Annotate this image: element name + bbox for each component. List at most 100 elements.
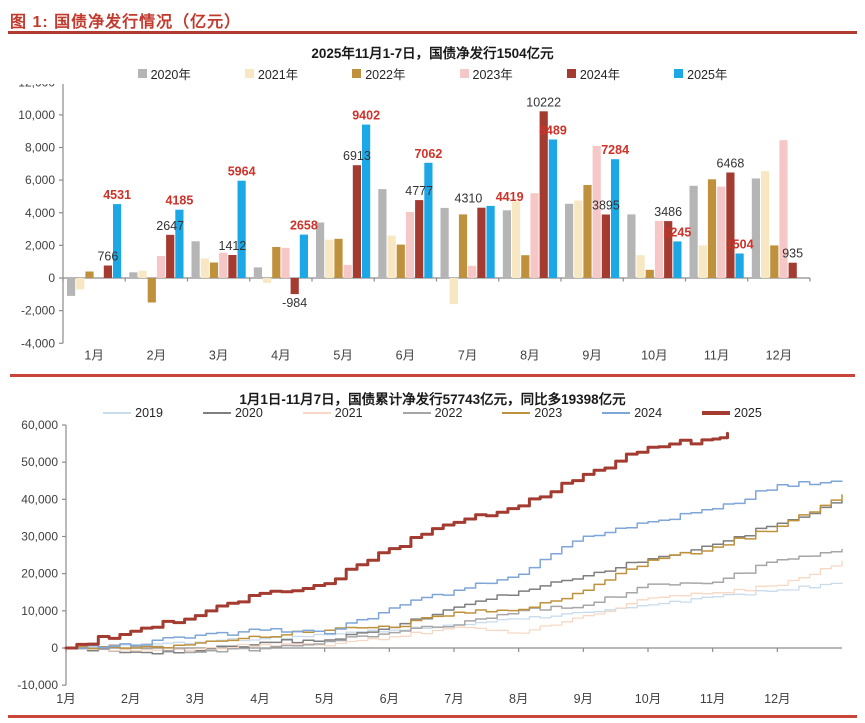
value-label-2025年-1月: 4531 <box>103 188 131 202</box>
bar-2020年-7月 <box>440 207 449 278</box>
legend-item-2024年: 2024年 <box>566 64 621 83</box>
x-month-label: 6月 <box>380 692 399 706</box>
x-month-label: 7月 <box>458 348 477 362</box>
legend-swatch-2025年 <box>674 69 684 78</box>
line-2025 <box>64 431 729 650</box>
legend-swatch-2020 <box>202 411 231 415</box>
legend-item-2020: 2020 <box>202 406 263 420</box>
legend-item-2025年: 2025年 <box>674 64 727 83</box>
x-month-label: 11月 <box>704 348 729 362</box>
bar-2021年-3月 <box>200 258 209 278</box>
legend-label: 2024年 <box>579 68 621 82</box>
y-tick-label: 4,000 <box>25 206 55 220</box>
y-tick-label: 2,000 <box>25 238 55 252</box>
value-label-2024年-6月: 4777 <box>405 184 433 198</box>
legend-item-2021: 2021 <box>302 406 363 420</box>
bar-2023年-9月 <box>592 145 601 278</box>
x-month-label: 9月 <box>574 692 593 706</box>
legend-label: 2022 <box>434 406 463 420</box>
bar-2021年-5月 <box>325 239 334 278</box>
value-label-2024年-2月: 2647 <box>156 219 184 233</box>
legend-label: 2019 <box>135 406 163 420</box>
y-tick-label: -2,000 <box>21 304 55 318</box>
bar-2023年-6月 <box>405 211 415 278</box>
value-label-2024年-3月: 1412 <box>219 239 247 253</box>
line-2022 <box>65 548 843 654</box>
bar-2024年-10月 <box>664 221 673 278</box>
bar-2024年-1月 <box>103 265 112 278</box>
bar-2025年-2月 <box>175 209 184 278</box>
value-label-2024年-7月: 4310 <box>455 192 483 206</box>
legend-label: 2024 <box>634 406 663 420</box>
section-divider <box>10 374 855 377</box>
line-chart-legend: 2019 2020 2021 2022 2023 2024 2025 <box>0 406 865 420</box>
x-month-label: 1月 <box>84 348 103 362</box>
line-2023 <box>65 494 843 650</box>
bar-2022年-4月 <box>272 247 281 278</box>
bar-2025年-6月 <box>424 162 433 278</box>
bar-2020年-8月 <box>502 210 511 278</box>
bar-2025年-3月 <box>237 180 246 278</box>
legend-item-2022年: 2022年 <box>352 64 406 83</box>
bar-2023年-8月 <box>530 193 539 278</box>
legend-item-2020年: 2020年 <box>137 64 191 83</box>
y-tick-label: 50,000 <box>21 455 58 469</box>
legend-item-2019: 2019 <box>103 406 163 420</box>
value-label-2025年-10月: 2245 <box>663 225 691 239</box>
legend-label: 2021年 <box>257 68 299 82</box>
figure-title: 图 1: 国债净发行情况（亿元） <box>10 14 242 31</box>
bar-2021年-11月 <box>698 245 707 278</box>
bar-2021年-1月 <box>76 278 85 290</box>
value-label-2024年-11月: 6468 <box>717 156 745 170</box>
bar-2020年-1月 <box>67 278 76 296</box>
x-month-label: 11月 <box>700 692 725 706</box>
x-month-label: 12月 <box>764 692 790 706</box>
bar-2023年-5月 <box>343 264 352 278</box>
y-tick-label: 0 <box>51 641 58 655</box>
legend-label: 2023 <box>534 406 563 420</box>
bar-2020年-2月 <box>129 272 138 278</box>
legend-label: 2022年 <box>365 68 406 82</box>
y-tick-label: 60,000 <box>21 420 58 432</box>
legend-swatch-2023年 <box>459 69 469 78</box>
legend-item-2021年: 2021年 <box>244 64 299 83</box>
y-tick-label: 8,000 <box>25 141 55 155</box>
bar-2021年-9月 <box>574 200 583 278</box>
bar-2023年-2月 <box>156 256 166 278</box>
x-month-label: 8月 <box>520 348 539 362</box>
legend-item-2024: 2024 <box>602 406 662 420</box>
bar-2022年-7月 <box>458 214 468 278</box>
bar-2020年-6月 <box>378 189 387 278</box>
y-tick-label: 10,000 <box>18 108 55 122</box>
y-tick-label: 12,000 <box>18 84 55 89</box>
legend-item-2023年: 2023年 <box>459 64 513 83</box>
bar-2022年-1月 <box>85 271 94 278</box>
bar-2023年-3月 <box>219 252 228 278</box>
line-chart-title: 1月1日-11月7日，国债累计净发行57743亿元，同比多19398亿元 <box>239 392 626 407</box>
value-label-2025年-3月: 5964 <box>228 165 256 179</box>
bar-2020年-10月 <box>627 214 636 278</box>
bar-2024年-5月 <box>352 165 361 278</box>
x-month-label: 10月 <box>641 348 667 362</box>
x-month-label: 10月 <box>635 692 661 706</box>
y-tick-label: -10,000 <box>17 678 58 692</box>
legend-swatch-2024年 <box>566 69 576 78</box>
bar-2024年-12月 <box>788 262 797 278</box>
x-month-label: 3月 <box>209 348 228 362</box>
bar-2024年-11月 <box>726 172 735 278</box>
line-chart: 60,000 50,000 40,000 30,000 20,000 10,000 0 -10… <box>17 420 843 706</box>
bar-2024年-2月 <box>166 234 175 278</box>
bar-2023年-12月 <box>779 140 788 278</box>
bar-2021年-8月 <box>512 201 521 278</box>
x-month-label: 6月 <box>396 348 415 362</box>
bar-2022年-3月 <box>209 262 219 278</box>
x-month-label: 4月 <box>250 692 269 706</box>
x-month-label: 2月 <box>147 348 166 362</box>
value-label-2024年-5月: 6913 <box>343 149 371 163</box>
bar-2025年-9月 <box>611 159 620 278</box>
bar-2022年-8月 <box>521 255 530 278</box>
legend-label: 2023年 <box>472 68 513 82</box>
y-tick-label: 30,000 <box>21 530 58 544</box>
value-label-2025年-9月: 7284 <box>601 143 629 157</box>
